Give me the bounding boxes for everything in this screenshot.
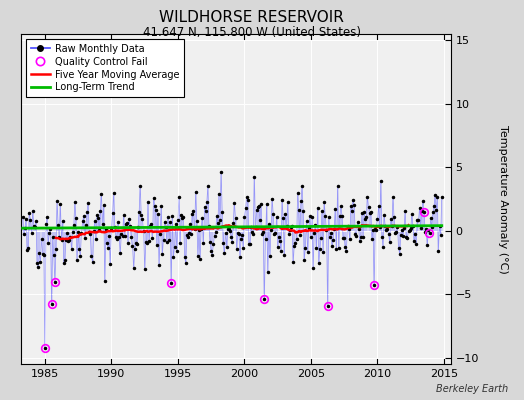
- Text: Berkeley Earth: Berkeley Earth: [436, 384, 508, 394]
- Text: 41.647 N, 115.800 W (United States): 41.647 N, 115.800 W (United States): [143, 26, 361, 39]
- Y-axis label: Temperature Anomaly (°C): Temperature Anomaly (°C): [498, 125, 508, 273]
- Text: WILDHORSE RESERVOIR: WILDHORSE RESERVOIR: [159, 10, 344, 25]
- Legend: Raw Monthly Data, Quality Control Fail, Five Year Moving Average, Long-Term Tren: Raw Monthly Data, Quality Control Fail, …: [26, 39, 184, 97]
